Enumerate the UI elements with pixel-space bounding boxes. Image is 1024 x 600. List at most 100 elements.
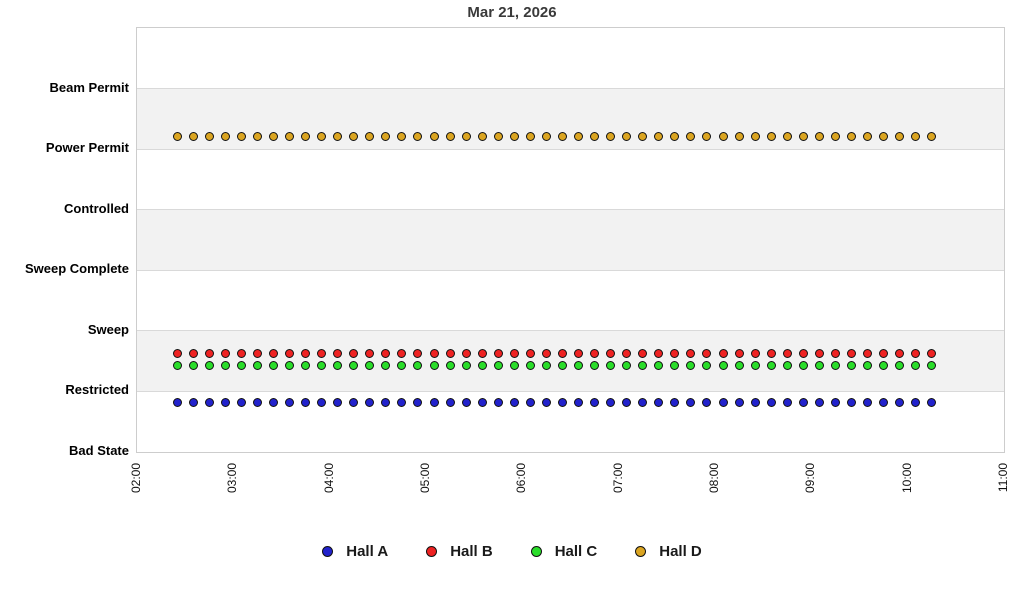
data-point-hall-c bbox=[493, 360, 503, 370]
data-point-hall-d bbox=[814, 131, 824, 141]
data-point-hall-c bbox=[846, 360, 856, 370]
plot-area bbox=[136, 27, 1005, 453]
data-point-hall-a bbox=[654, 397, 664, 407]
data-point-hall-b bbox=[846, 348, 856, 358]
data-point-hall-a bbox=[911, 397, 921, 407]
x-axis-label: 08:00 bbox=[707, 463, 721, 494]
data-point-hall-a bbox=[879, 397, 889, 407]
data-point-hall-a bbox=[590, 397, 600, 407]
data-point-hall-b bbox=[301, 348, 311, 358]
data-point-hall-a bbox=[846, 397, 856, 407]
data-point-hall-d bbox=[365, 131, 375, 141]
data-point-hall-c bbox=[541, 360, 551, 370]
x-axis-label: 02:00 bbox=[129, 463, 143, 494]
data-point-hall-c bbox=[236, 360, 246, 370]
data-point-hall-b bbox=[397, 348, 407, 358]
data-point-hall-b bbox=[734, 348, 744, 358]
data-point-hall-c bbox=[317, 360, 327, 370]
hall-d-dot-icon bbox=[635, 546, 647, 557]
data-point-hall-b bbox=[172, 348, 182, 358]
data-point-hall-b bbox=[445, 348, 455, 358]
legend-item-hall-a: Hall A bbox=[322, 543, 388, 560]
data-point-hall-c bbox=[397, 360, 407, 370]
legend: Hall A Hall B Hall C Hall D bbox=[0, 543, 1024, 560]
data-point-hall-b bbox=[204, 348, 214, 358]
hall-a-dot-icon bbox=[322, 546, 334, 557]
data-point-hall-c bbox=[429, 360, 439, 370]
hall-c-dot-icon bbox=[530, 546, 542, 557]
data-point-hall-d bbox=[204, 131, 214, 141]
data-point-hall-d bbox=[590, 131, 600, 141]
data-point-hall-b bbox=[590, 348, 600, 358]
plot-band bbox=[137, 209, 1004, 271]
data-point-hall-a bbox=[702, 397, 712, 407]
y-axis-label: Beam Permit bbox=[49, 79, 129, 95]
data-point-hall-a bbox=[477, 397, 487, 407]
x-axis-label: 06:00 bbox=[514, 463, 529, 494]
data-point-hall-c bbox=[574, 360, 584, 370]
data-point-hall-c bbox=[895, 360, 905, 370]
gridline bbox=[137, 88, 1004, 90]
x-axis-label: 05:00 bbox=[418, 463, 432, 494]
data-point-hall-d bbox=[911, 131, 921, 141]
gridline bbox=[137, 209, 1004, 211]
data-point-hall-a bbox=[766, 397, 776, 407]
data-point-hall-d bbox=[670, 131, 680, 141]
data-point-hall-a bbox=[301, 397, 311, 407]
data-point-hall-c bbox=[365, 360, 375, 370]
data-point-hall-b bbox=[702, 348, 712, 358]
legend-label-hall-c: Hall C bbox=[554, 543, 598, 560]
data-point-hall-c bbox=[413, 360, 423, 370]
data-point-hall-b bbox=[830, 348, 840, 358]
legend-item-hall-b: Hall B bbox=[426, 543, 493, 560]
y-axis-label: Sweep bbox=[87, 321, 129, 337]
data-point-hall-a bbox=[285, 397, 295, 407]
data-point-hall-a bbox=[863, 397, 873, 407]
data-point-hall-d bbox=[317, 131, 327, 141]
data-point-hall-b bbox=[814, 348, 824, 358]
data-point-hall-d bbox=[397, 131, 407, 141]
data-point-hall-c bbox=[766, 360, 776, 370]
data-point-hall-a bbox=[830, 397, 840, 407]
data-point-hall-a bbox=[686, 397, 696, 407]
data-point-hall-d bbox=[493, 131, 503, 141]
data-point-hall-c bbox=[349, 360, 359, 370]
legend-label-hall-b: Hall B bbox=[450, 543, 493, 560]
data-point-hall-b bbox=[895, 348, 905, 358]
data-point-hall-c bbox=[188, 360, 198, 370]
data-point-hall-c bbox=[204, 360, 214, 370]
plot-band bbox=[137, 391, 1004, 452]
data-point-hall-b bbox=[381, 348, 391, 358]
data-point-hall-c bbox=[750, 360, 760, 370]
x-axis-label: 10:00 bbox=[899, 463, 914, 494]
data-point-hall-a bbox=[638, 397, 648, 407]
plot-band bbox=[137, 270, 1004, 331]
data-point-hall-d bbox=[429, 131, 439, 141]
data-point-hall-d bbox=[236, 131, 246, 141]
data-point-hall-d bbox=[525, 131, 535, 141]
data-point-hall-a bbox=[798, 397, 808, 407]
data-point-hall-b bbox=[541, 348, 551, 358]
data-point-hall-c bbox=[301, 360, 311, 370]
data-point-hall-d bbox=[541, 131, 551, 141]
data-point-hall-a bbox=[252, 397, 262, 407]
data-point-hall-c bbox=[927, 360, 937, 370]
x-axis-label: 03:00 bbox=[225, 463, 240, 494]
data-point-hall-c bbox=[911, 360, 921, 370]
data-point-hall-d bbox=[172, 131, 182, 141]
data-point-hall-b bbox=[413, 348, 423, 358]
data-point-hall-c bbox=[702, 360, 712, 370]
data-point-hall-d bbox=[718, 131, 728, 141]
data-point-hall-a bbox=[718, 397, 728, 407]
x-axis-label: 11:00 bbox=[996, 463, 1010, 493]
data-point-hall-c bbox=[557, 360, 567, 370]
legend-label-hall-a: Hall A bbox=[346, 543, 389, 560]
data-point-hall-b bbox=[252, 348, 262, 358]
chart-title: Mar 21, 2026 bbox=[467, 4, 557, 21]
data-point-hall-d bbox=[654, 131, 664, 141]
data-point-hall-b bbox=[766, 348, 776, 358]
x-axis-label: 09:00 bbox=[803, 463, 818, 494]
plot-band bbox=[137, 28, 1004, 89]
data-point-hall-b bbox=[638, 348, 648, 358]
data-point-hall-b bbox=[525, 348, 535, 358]
